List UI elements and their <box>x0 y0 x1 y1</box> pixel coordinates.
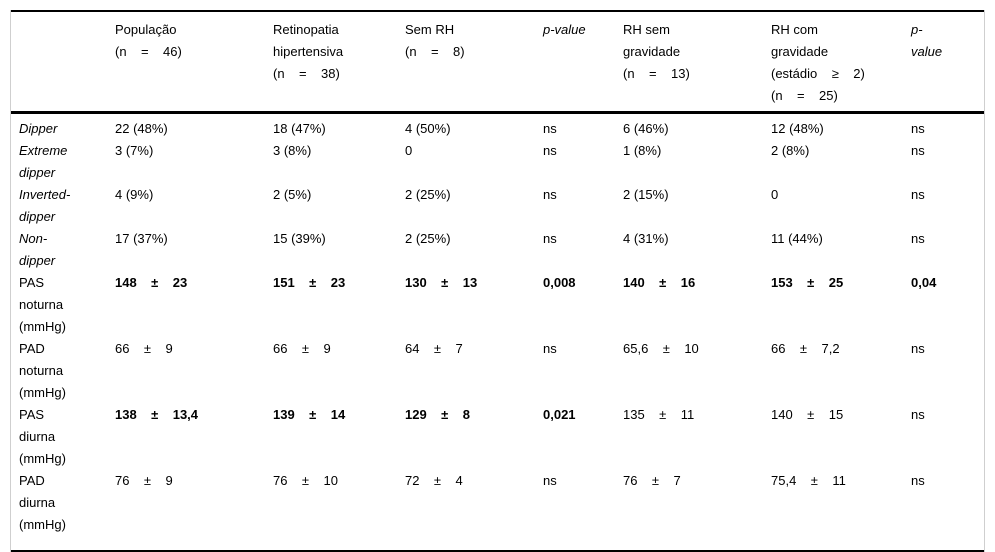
data-cell: 0,008 <box>543 275 576 290</box>
data-cell: 22 (48%) <box>115 121 168 136</box>
column-header: RH com gravidade (estádio ≥ 2) (n = 25) <box>771 11 911 114</box>
data-cell: 2 (15%) <box>623 187 669 202</box>
data-cell: 64 ± 7 <box>405 341 463 356</box>
data-cell: ns <box>543 473 557 488</box>
data-cell: 3 (7%) <box>115 143 154 158</box>
data-cell: ns <box>911 187 925 202</box>
data-cell: 4 (31%) <box>623 231 669 246</box>
header-row: População (n = 46) Retinopatia hipertensi… <box>11 11 984 114</box>
data-cell: 138 ± 13,4 <box>115 407 199 422</box>
data-cell: 0 <box>405 143 413 158</box>
data-cell: 140 ± 15 <box>771 407 844 422</box>
data-cell: 66 ± 7,2 <box>771 341 840 356</box>
row-label-header <box>11 11 115 114</box>
data-cell: 151 ± 23 <box>273 275 346 290</box>
data-cell: ns <box>543 121 557 136</box>
data-cell: 72 ± 4 <box>405 473 463 488</box>
data-cell: ns <box>543 187 557 202</box>
data-cell: 76 ± 7 <box>623 473 681 488</box>
data-cell: ns <box>911 473 925 488</box>
data-cell: 76 ± 9 <box>115 473 173 488</box>
data-cell: ns <box>543 341 557 356</box>
data-cell: 130 ± 13 <box>405 275 478 290</box>
data-cell: 66 ± 9 <box>115 341 173 356</box>
data-cell: 15 (39%) <box>273 231 326 246</box>
data-cell: 4 (9%) <box>115 187 154 202</box>
column-header: Retinopatia hipertensiva (n = 38) <box>273 11 405 114</box>
column-header: RH sem gravidade (n = 13) <box>623 11 771 114</box>
table-row: PAS diurna (mmHg) 138 ± 13,4 139 ± 14 129 ±… <box>11 404 984 470</box>
row-label: PAD noturna (mmHg) <box>19 341 66 400</box>
table-row: PAD diurna (mmHg) 76 ± 9 76 ± 10 72 ± 4 ns 76… <box>11 470 984 551</box>
row-label: Inverted- dipper <box>19 187 71 224</box>
table-container: População (n = 46) Retinopatia hipertensi… <box>10 10 985 552</box>
row-label: Extreme dipper <box>19 143 68 180</box>
data-cell: ns <box>543 143 557 158</box>
column-header: População (n = 46) <box>115 11 273 114</box>
table-row: Inverted- dipper 4 (9%) 2 (5%) 2 (25%) ns 2 (… <box>11 184 984 228</box>
data-cell: 2 (8%) <box>771 143 810 158</box>
data-cell: 0,021 <box>543 407 576 422</box>
data-cell: 140 ± 16 <box>623 275 696 290</box>
data-cell: 1 (8%) <box>623 143 662 158</box>
data-cell: 65,6 ± 10 <box>623 341 699 356</box>
column-header: p-value <box>543 11 623 114</box>
data-cell: ns <box>911 143 925 158</box>
data-cell: 12 (48%) <box>771 121 824 136</box>
column-header: Sem RH (n = 8) <box>405 11 543 114</box>
data-cell: ns <box>911 121 925 136</box>
results-table: População (n = 46) Retinopatia hipertensi… <box>11 10 984 552</box>
data-cell: 148 ± 23 <box>115 275 188 290</box>
data-cell: ns <box>911 341 925 356</box>
data-cell: 17 (37%) <box>115 231 168 246</box>
data-cell: 2 (5%) <box>273 187 312 202</box>
data-cell: 18 (47%) <box>273 121 326 136</box>
data-cell: 76 ± 10 <box>273 473 338 488</box>
data-cell: 2 (25%) <box>405 187 451 202</box>
data-cell: 129 ± 8 <box>405 407 470 422</box>
row-label: PAD diurna (mmHg) <box>19 473 66 532</box>
data-cell: 0,04 <box>911 275 937 290</box>
data-cell: ns <box>543 231 557 246</box>
row-label: Dipper <box>19 121 58 136</box>
data-cell: 139 ± 14 <box>273 407 346 422</box>
data-cell: 3 (8%) <box>273 143 312 158</box>
table-row: PAS noturna (mmHg) 148 ± 23 151 ± 23 130 ± … <box>11 272 984 338</box>
data-cell: ns <box>911 231 925 246</box>
data-cell: 153 ± 25 <box>771 275 844 290</box>
data-cell: 66 ± 9 <box>273 341 331 356</box>
data-cell: 11 (44%) <box>771 231 823 246</box>
data-cell: 75,4 ± 11 <box>771 473 846 488</box>
data-cell: 4 (50%) <box>405 121 451 136</box>
data-cell: 2 (25%) <box>405 231 451 246</box>
table-header: População (n = 46) Retinopatia hipertensi… <box>11 11 984 114</box>
row-label: PAS diurna (mmHg) <box>19 407 66 466</box>
row-label: Non- dipper <box>19 231 56 268</box>
page: População (n = 46) Retinopatia hipertensi… <box>10 10 985 552</box>
data-cell: 135 ± 11 <box>623 407 695 422</box>
column-header: p- value <box>911 11 984 114</box>
row-label: PAS noturna (mmHg) <box>19 275 66 334</box>
table-row: PAD noturna (mmHg) 66 ± 9 66 ± 9 64 ± 7 ns 65… <box>11 338 984 404</box>
data-cell: 0 <box>771 187 779 202</box>
data-cell: ns <box>911 407 925 422</box>
table-row: Non- dipper 17 (37%) 15 (39%) 2 (25%) ns 4 (3… <box>11 228 984 272</box>
table-row: Dipper 22 (48%) 18 (47%) 4 (50%) ns 6 (46%) 12… <box>11 113 984 141</box>
data-cell: 6 (46%) <box>623 121 669 136</box>
table-row: Extreme dipper 3 (7%) 3 (8%) 0 ns 1 (8%) 2 (8%… <box>11 140 984 184</box>
table-body: Dipper 22 (48%) 18 (47%) 4 (50%) ns 6 (46%) 12… <box>11 113 984 552</box>
